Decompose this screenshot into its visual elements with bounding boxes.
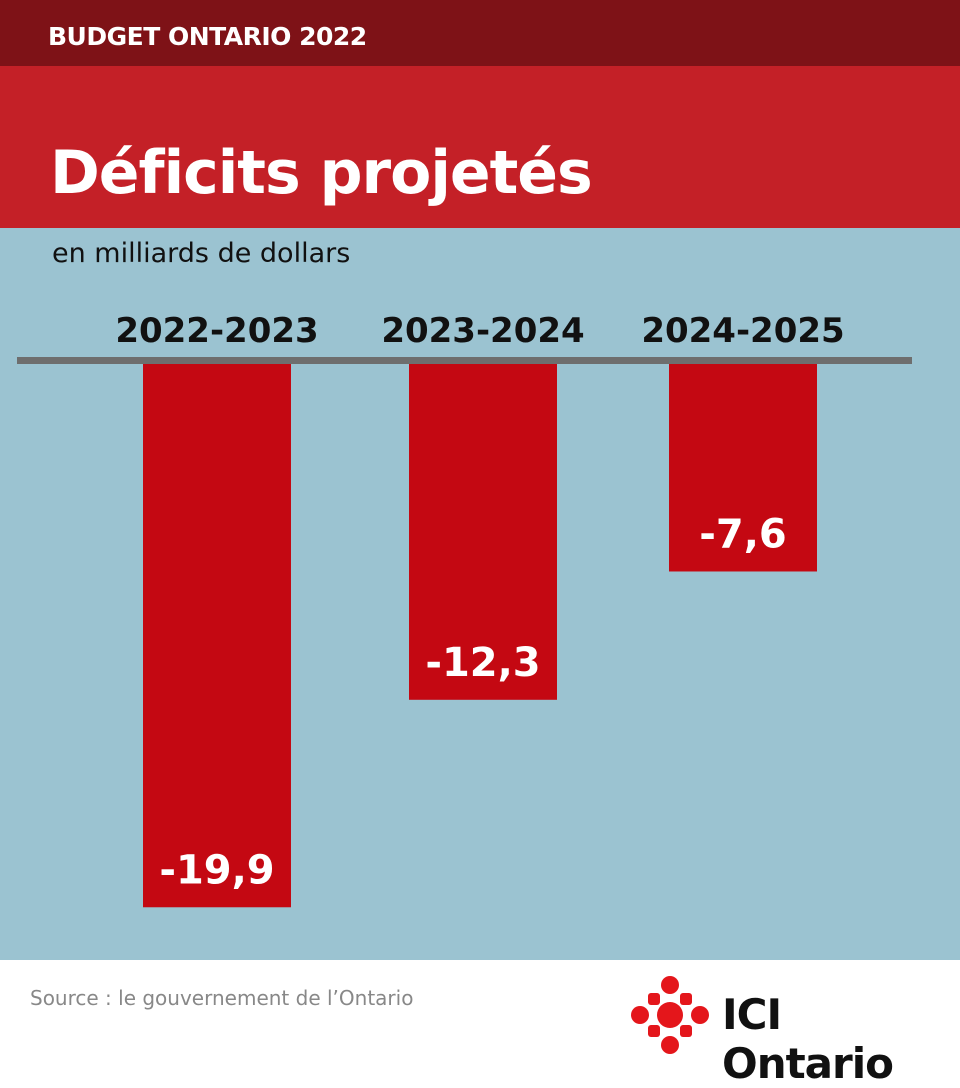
category-label: 2024-2025 (641, 311, 844, 351)
bar (409, 364, 557, 700)
value-label: -19,9 (159, 847, 274, 893)
kicker: BUDGET ONTARIO 2022 (48, 22, 367, 51)
header-title-band (0, 66, 960, 228)
chart-subtitle: en milliards de dollars (52, 238, 351, 269)
bar-chart: 2022-2023 -19,9 2023-2024 -12,3 2024-2025 -7,… (17, 311, 912, 908)
bar (143, 364, 291, 908)
source-note: Source : le gouvernement de l’Ontario (30, 986, 414, 1010)
value-label: -7,6 (699, 511, 786, 557)
footer (0, 960, 960, 1068)
chart-title: Déficits projetés (50, 138, 593, 208)
header-kicker-band (0, 0, 960, 66)
value-label: -12,3 (425, 640, 540, 686)
zero-axis-line (17, 357, 912, 364)
bar (669, 364, 817, 572)
category-label: 2022-2023 (115, 311, 318, 351)
logo-text: ICI Ontario (722, 990, 894, 1088)
category-label: 2023-2024 (381, 311, 584, 351)
radio-canada-logo-icon (631, 976, 709, 1054)
